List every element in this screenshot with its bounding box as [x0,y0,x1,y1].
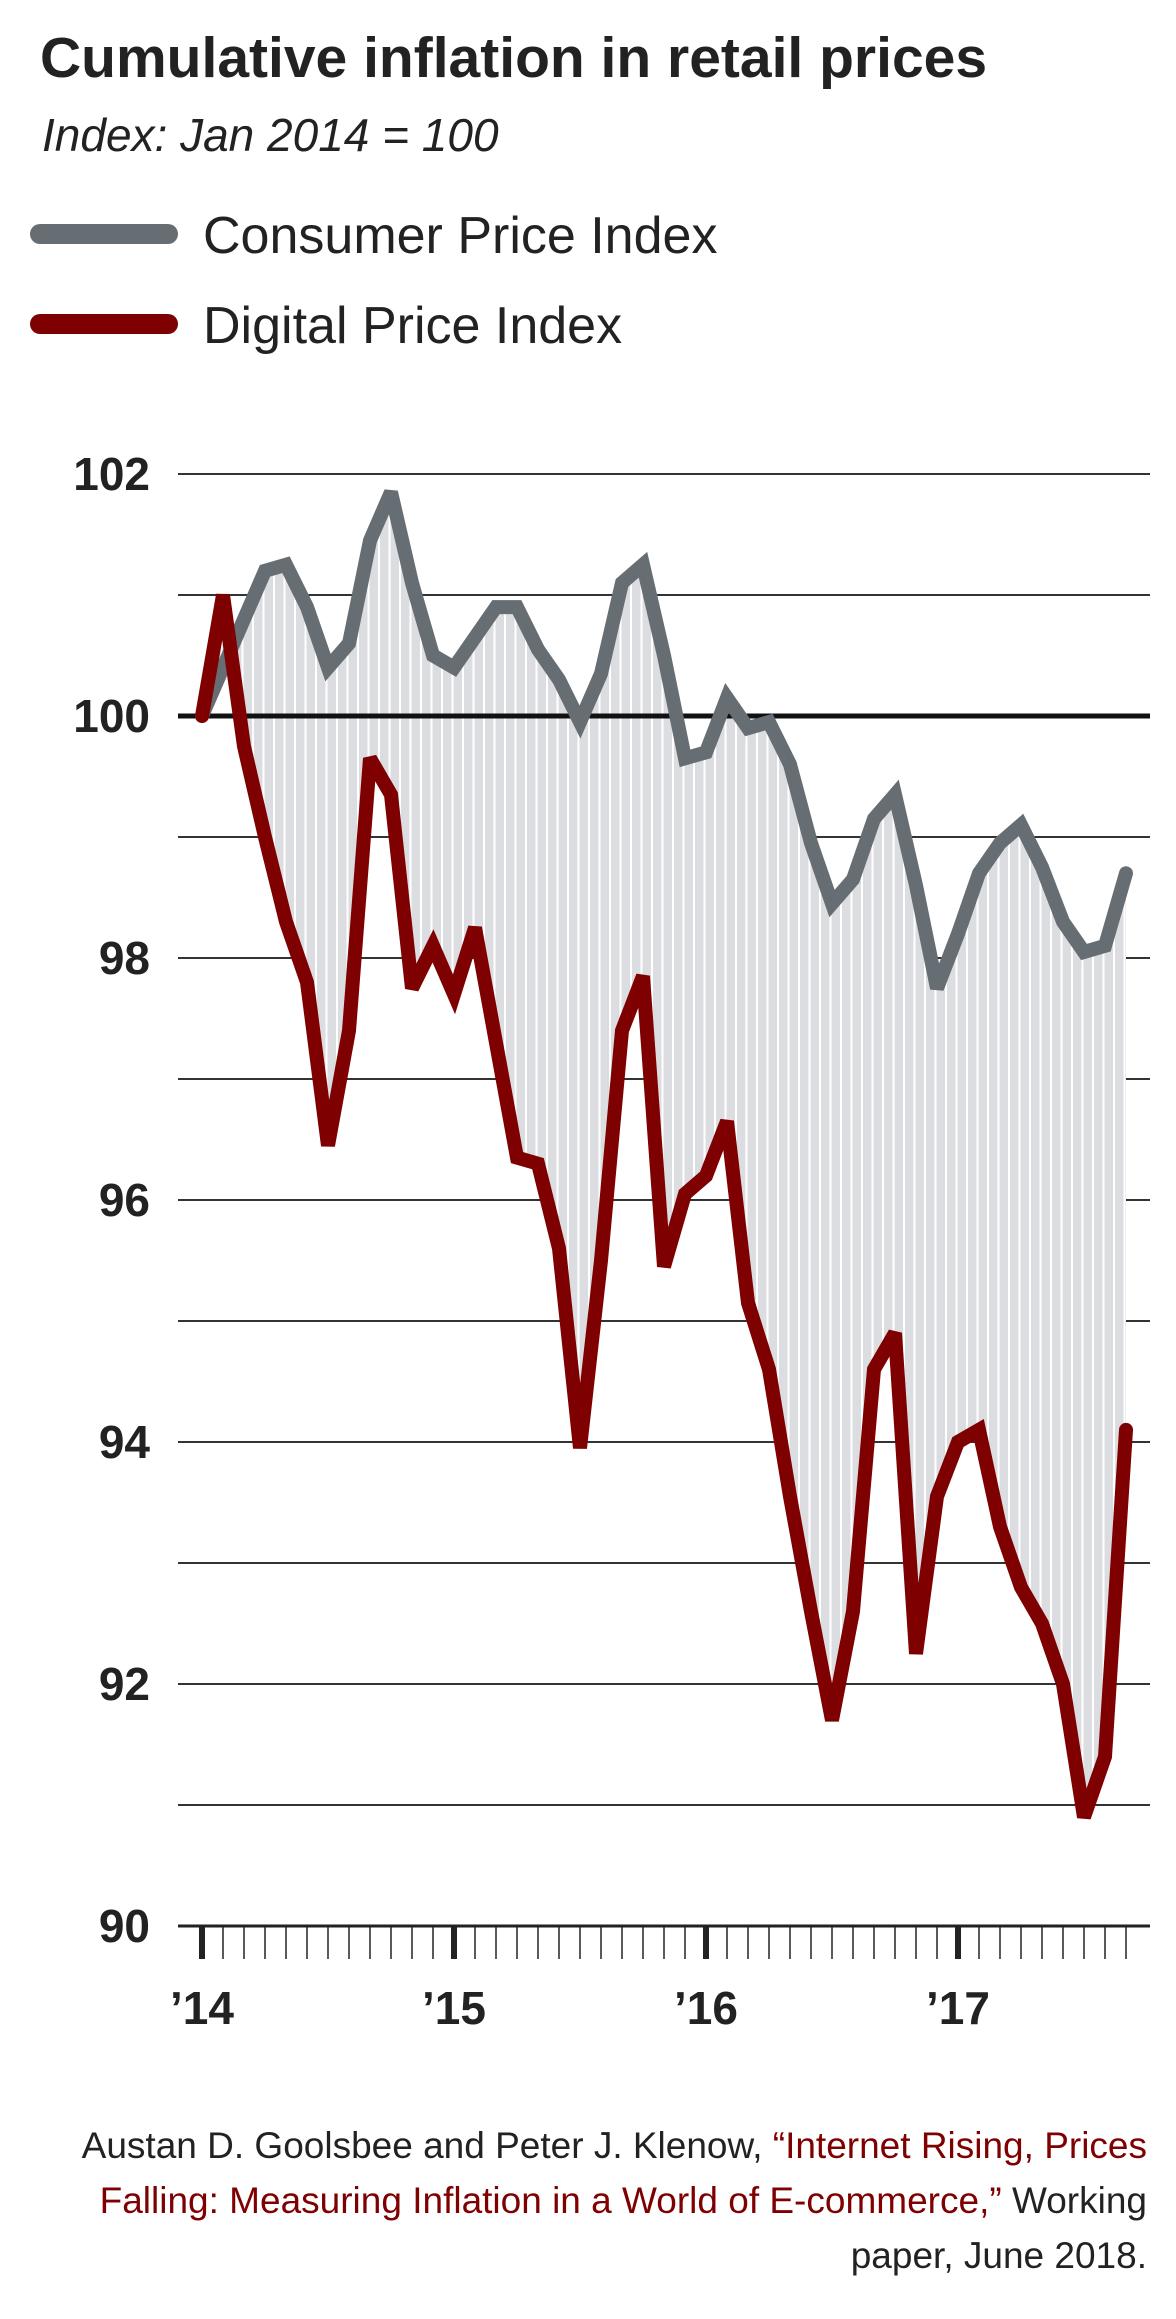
x-tick-label: ’16 [674,1982,738,2034]
chart-title: Cumulative inflation in retail prices [40,26,987,90]
y-tick-label: 100 [73,690,150,742]
source-citation: Austan D. Goolsbee and Peter J. Klenow, … [47,2118,1147,2283]
y-tick-label: 94 [99,1416,151,1468]
citation-authors: Austan D. Goolsbee and Peter J. Klenow, [81,2125,773,2166]
chart: Cumulative inflation in retail prices In… [30,26,1150,2034]
legend: Consumer Price Index Digital Price Index [30,207,717,355]
y-tick-label: 96 [99,1174,150,1226]
y-tick-label: 98 [99,932,150,984]
gap-shading [202,492,1126,1818]
x-tick-label: ’17 [926,1982,990,2034]
cpi-line [195,489,1133,991]
x-tick-label: ’15 [422,1982,486,2034]
legend-label-cpi: Consumer Price Index [203,207,717,265]
y-tick-label: 92 [99,1658,150,1710]
dpi-line [195,593,1133,1820]
x-tick-label: ’14 [170,1982,234,2034]
chart-subtitle: Index: Jan 2014 = 100 [42,109,499,161]
legend-label-dpi: Digital Price Index [203,297,622,355]
y-tick-label: 90 [99,1900,150,1952]
citation-paper-link[interactable]: “Internet Rising, Prices Falling: Measur… [99,2125,1147,2221]
citation-details: Working paper, June 2018. [850,2180,1147,2276]
y-tick-label: 102 [73,448,150,500]
